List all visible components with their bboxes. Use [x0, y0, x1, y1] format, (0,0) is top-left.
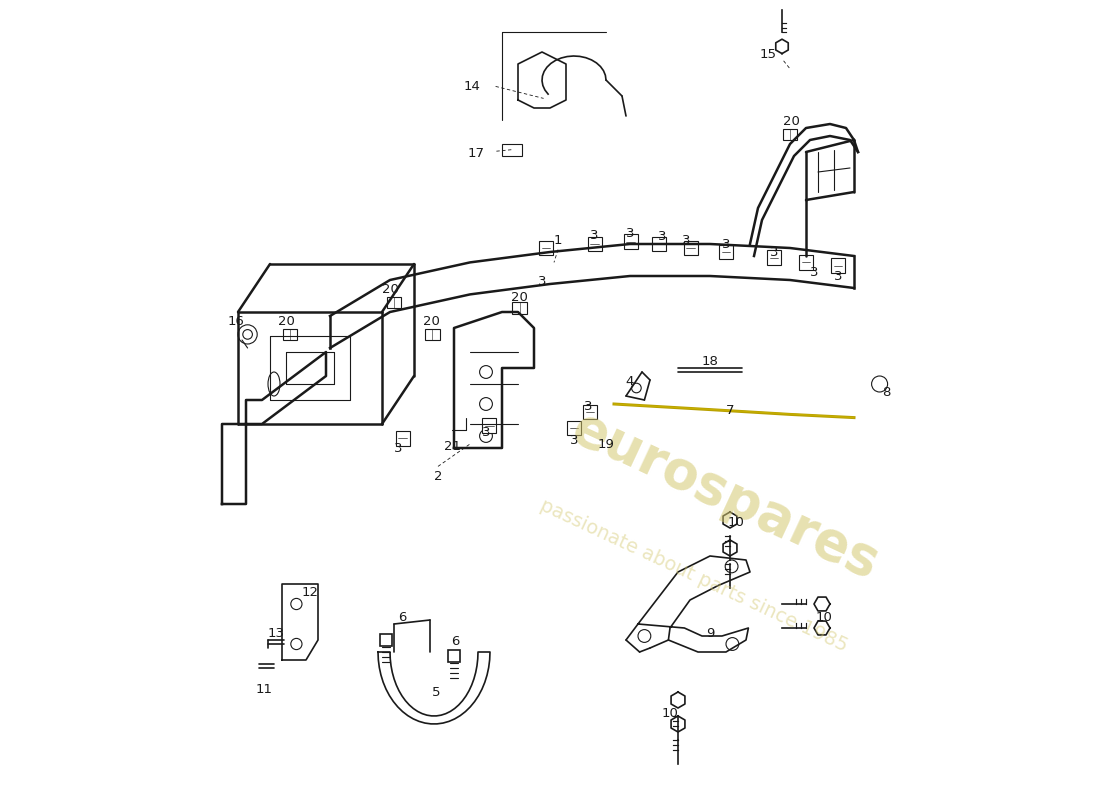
Bar: [830, 258, 845, 273]
Text: 3: 3: [570, 434, 579, 446]
Bar: [513, 302, 527, 314]
Text: 6: 6: [451, 635, 460, 648]
Bar: [783, 129, 798, 140]
Text: 20: 20: [512, 291, 528, 304]
Bar: [624, 234, 638, 249]
Bar: [566, 421, 581, 435]
Text: 3: 3: [584, 400, 593, 413]
Circle shape: [871, 376, 888, 392]
Text: passionate about parts since 1985: passionate about parts since 1985: [537, 496, 850, 656]
Bar: [283, 329, 297, 340]
Text: 2: 2: [433, 470, 442, 482]
Text: 3: 3: [538, 275, 547, 288]
Text: 16: 16: [228, 315, 245, 328]
Text: 18: 18: [702, 355, 718, 368]
Text: 15: 15: [759, 48, 777, 61]
Bar: [583, 405, 597, 419]
Circle shape: [631, 383, 641, 393]
Text: 9: 9: [706, 627, 714, 640]
Bar: [482, 418, 496, 433]
Text: 3: 3: [770, 246, 779, 258]
Text: 5: 5: [432, 686, 441, 699]
Text: 1: 1: [553, 234, 562, 246]
Text: 3: 3: [682, 234, 691, 246]
Text: 20: 20: [277, 315, 295, 328]
Text: 3: 3: [810, 266, 818, 278]
Bar: [426, 329, 440, 340]
Text: 3: 3: [394, 442, 403, 454]
Text: 3: 3: [722, 238, 730, 250]
Text: 3: 3: [834, 270, 843, 282]
Text: 12: 12: [301, 586, 319, 598]
Bar: [539, 241, 553, 255]
Bar: [587, 237, 602, 251]
Bar: [683, 241, 698, 255]
Text: 4: 4: [626, 375, 635, 388]
Text: 11: 11: [255, 683, 272, 696]
Text: 14: 14: [463, 80, 480, 93]
Bar: [502, 144, 522, 156]
Text: 10: 10: [661, 707, 679, 720]
Bar: [718, 245, 734, 259]
Bar: [387, 297, 402, 308]
Text: 19: 19: [597, 438, 615, 450]
Text: 7: 7: [726, 404, 735, 417]
Text: 8: 8: [882, 386, 890, 398]
Text: 3: 3: [626, 227, 635, 240]
Bar: [396, 431, 410, 446]
Text: 20: 20: [783, 115, 800, 128]
Circle shape: [243, 330, 252, 339]
Text: 3: 3: [482, 426, 491, 438]
Text: 17: 17: [468, 147, 485, 160]
Text: 10: 10: [816, 611, 833, 624]
Text: 10: 10: [727, 516, 744, 529]
Text: eurospares: eurospares: [564, 402, 888, 590]
Circle shape: [238, 325, 257, 344]
Text: 20: 20: [424, 315, 440, 328]
Text: 3: 3: [590, 229, 598, 242]
Bar: [381, 634, 392, 646]
Text: 20: 20: [382, 283, 398, 296]
Bar: [651, 237, 666, 251]
Bar: [448, 650, 460, 662]
Text: 6: 6: [398, 611, 406, 624]
Text: 13: 13: [268, 627, 285, 640]
Bar: [799, 255, 813, 270]
Bar: [767, 250, 781, 265]
Text: 3: 3: [658, 230, 667, 242]
Text: 21: 21: [444, 440, 461, 453]
